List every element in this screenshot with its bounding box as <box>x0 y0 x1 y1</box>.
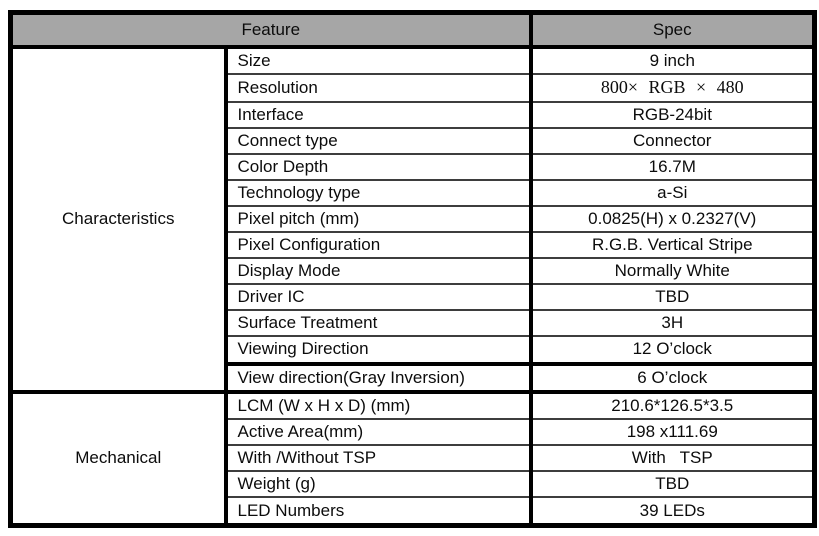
spec-cell-surface-treatment: 3H <box>530 309 815 337</box>
table-row: Characteristics Size 9 inch <box>10 45 815 392</box>
table-row: Driver IC TBD <box>11 283 815 311</box>
feature-cell-with-without-tsp: With /Without TSP <box>225 444 533 472</box>
feature-cell-technology-type: Technology type <box>225 178 533 206</box>
feature-cell-led-numbers: LED Numbers <box>225 496 533 526</box>
header-spec-cell: Spec <box>530 12 815 49</box>
table-row: With /Without TSP With TSP <box>11 444 815 472</box>
group-cell-characteristics: Characteristics <box>10 47 228 392</box>
table-row: Active Area(mm) 198 x111.69 <box>11 418 815 446</box>
table-row: Interface RGB-24bit <box>11 100 815 128</box>
spec-cell-view-direction-gray-inversion: 6 O’clock <box>530 361 815 392</box>
spec-cell-technology-type: a-Si <box>530 178 815 206</box>
feature-cell-resolution: Resolution <box>225 73 533 102</box>
spec-cell-active-area: 198 x111.69 <box>530 418 815 446</box>
spec-cell-color-depth: 16.7M <box>530 152 815 180</box>
feature-cell-pixel-configuration: Pixel Configuration <box>225 230 533 258</box>
feature-cell-viewing-direction: Viewing Direction <box>225 335 533 364</box>
group-cell-mechanical: Mechanical <box>10 389 228 526</box>
header-feature-cell: Feature <box>10 12 533 49</box>
table-row: Pixel pitch (mm) 0.0825(H) x 0.2327(V) <box>11 204 815 232</box>
spec-table: Feature Spec Characteristics Size 9 inch… <box>8 10 817 528</box>
spec-cell-viewing-direction: 12 O’clock <box>530 335 815 364</box>
header-row: Feature Spec <box>10 12 815 49</box>
table-row: Color Depth 16.7M <box>11 152 815 180</box>
spec-cell-lcm: 210.6*126.5*3.5 <box>530 389 815 420</box>
table-row: Technology type a-Si <box>11 178 815 206</box>
spec-cell-interface: RGB-24bit <box>530 100 815 128</box>
feature-cell-color-depth: Color Depth <box>225 152 533 180</box>
feature-cell-interface: Interface <box>225 100 533 128</box>
spec-cell-pixel-pitch: 0.0825(H) x 0.2327(V) <box>530 204 815 232</box>
spec-cell-connect-type: Connector <box>530 126 815 154</box>
table-row: LED Numbers 39 LEDs <box>11 496 815 526</box>
table-row: Mechanical LCM (W x H x D) (mm) 210.6*12… <box>10 389 815 526</box>
spec-cell-led-numbers: 39 LEDs <box>530 496 815 526</box>
feature-cell-lcm: LCM (W x H x D) (mm) <box>225 389 533 420</box>
spec-cell-driver-ic: TBD <box>530 283 815 311</box>
feature-cell-surface-treatment: Surface Treatment <box>225 309 533 337</box>
feature-cell-driver-ic: Driver IC <box>225 283 533 311</box>
feature-cell-view-direction-gray-inversion: View direction(Gray Inversion) <box>225 361 533 392</box>
table-row: Connect type Connector <box>11 126 815 154</box>
feature-cell-active-area: Active Area(mm) <box>225 418 533 446</box>
table-row: Surface Treatment 3H <box>11 309 815 337</box>
table-row: Weight (g) TBD <box>11 470 815 498</box>
table-row: Display Mode Normally White <box>11 256 815 285</box>
spec-cell-size: 9 inch <box>530 45 815 75</box>
spec-cell-weight: TBD <box>530 470 815 498</box>
spec-cell-with-without-tsp: With TSP <box>530 444 815 472</box>
feature-cell-display-mode: Display Mode <box>225 256 533 285</box>
table-row: Viewing Direction 12 O’clock <box>11 335 815 364</box>
spec-cell-pixel-configuration: R.G.B. Vertical Stripe <box>530 230 815 258</box>
table-row: Resolution 800× RGB × 480 <box>11 73 815 102</box>
spec-cell-display-mode: Normally White <box>530 256 815 285</box>
feature-cell-size: Size <box>225 45 533 75</box>
feature-cell-connect-type: Connect type <box>225 126 533 154</box>
table-row: View direction(Gray Inversion) 6 O’clock <box>11 361 815 392</box>
feature-cell-weight: Weight (g) <box>225 470 533 498</box>
spec-cell-resolution: 800× RGB × 480 <box>530 73 815 102</box>
feature-cell-pixel-pitch: Pixel pitch (mm) <box>225 204 533 232</box>
table-row: Pixel Configuration R.G.B. Vertical Stri… <box>11 230 815 258</box>
